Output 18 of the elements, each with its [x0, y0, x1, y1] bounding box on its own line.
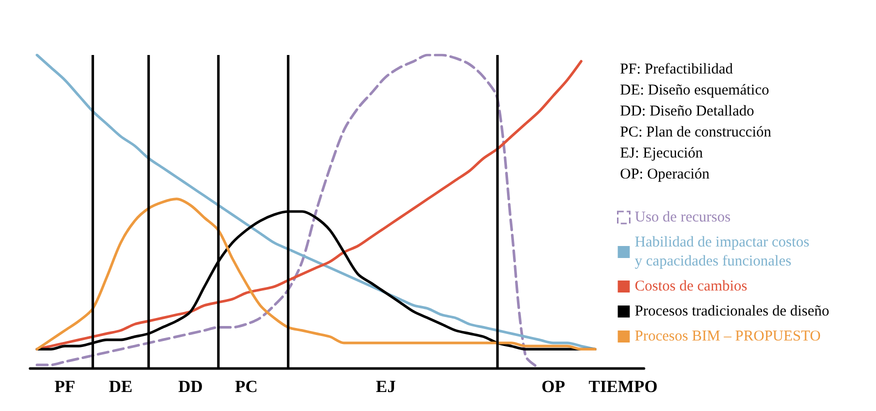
x-tick-label: OP	[541, 377, 566, 396]
legend-label: Habilidad de impactar costos y capacidades funcionales	[634, 234, 810, 270]
annotation: EJ: Ejecución	[620, 146, 704, 162]
annotation: DD: Diseño Detallado	[620, 104, 754, 120]
x-tick-label: TIEMPO	[588, 377, 658, 396]
annotation: PC: Plan de construcción	[620, 124, 772, 140]
x-tick-label: PF	[54, 377, 76, 396]
annotation: DE: Diseño esquemático	[620, 82, 770, 98]
x-tick-label: DE	[108, 377, 133, 396]
annotation: PF: Prefactibilidad	[620, 62, 734, 78]
legend-label: Procesos tradicionales de diseño	[634, 304, 830, 320]
x-tick-label: DD	[178, 377, 203, 396]
legend-label: Costos de cambios	[634, 278, 748, 294]
x-tick-label: PC	[234, 377, 258, 396]
legend-label: Procesos BIM – PROPUESTO	[634, 328, 821, 344]
legend-label: Uso de recursos	[634, 210, 731, 226]
x-tick-label: EJ	[376, 377, 396, 396]
annotation: OP: Operación	[620, 166, 710, 182]
